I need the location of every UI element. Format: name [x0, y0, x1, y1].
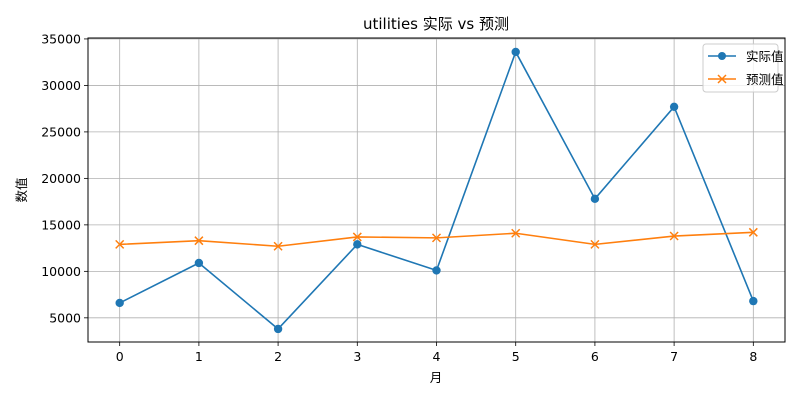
- plot-frame: [87, 37, 786, 343]
- data-point: [353, 240, 362, 249]
- legend-entry-forecast: 预测值: [708, 72, 784, 87]
- data-point: [749, 296, 758, 306]
- data-point: [352, 232, 362, 242]
- y-tick-label: 5000: [49, 310, 81, 325]
- x-tick-label: 5: [512, 349, 520, 364]
- x-axis-label: 月: [430, 370, 443, 385]
- data-point: [511, 228, 521, 238]
- y-axis-label: 数值: [14, 177, 29, 202]
- data-point: [194, 236, 204, 246]
- y-tick-label: 25000: [41, 124, 81, 139]
- y-tick-label: 30000: [41, 78, 81, 93]
- data-point: [511, 47, 520, 57]
- data-point: [431, 233, 442, 243]
- x-tick-label: 8: [749, 349, 757, 364]
- series-0: [115, 47, 758, 334]
- y-tick-label: 20000: [41, 171, 81, 186]
- data-point: [432, 266, 441, 275]
- y-tick-label: 10000: [41, 264, 81, 279]
- legend-actual-label: 实际值: [746, 49, 784, 64]
- x-tick-label: 7: [670, 349, 678, 364]
- data-point: [115, 239, 125, 249]
- data-point: [669, 102, 679, 111]
- y-tick-label: 35000: [41, 31, 81, 46]
- legend-entry-actual: 实际值: [708, 49, 784, 64]
- data-point: [115, 298, 124, 308]
- chart-title: utilities 实际 vs 预测: [363, 15, 509, 33]
- y-tick-label: 15000: [41, 217, 81, 232]
- data-point: [273, 324, 283, 334]
- data-point: [194, 258, 204, 268]
- data-point: [590, 239, 600, 249]
- legend-forecast-label: 预测值: [746, 72, 784, 87]
- x-tick-label: 0: [116, 349, 124, 364]
- data-point: [590, 194, 600, 204]
- x-tick-label: 2: [274, 349, 282, 364]
- x-tick-label: 3: [353, 349, 361, 364]
- series-layer: [115, 47, 758, 334]
- data-point: [748, 227, 758, 237]
- axis-ticks: 0 1 2 3 4 5 6 7 8 5000 10000 15000 20000 25000 30000 35…: [41, 31, 757, 364]
- series-1: [115, 227, 758, 251]
- data-point: [273, 241, 283, 251]
- legend-actual-marker: [718, 52, 726, 60]
- legend-forecast-marker: [717, 74, 727, 84]
- legend: 实际值 预测值: [702, 43, 784, 93]
- data-point: [669, 231, 679, 241]
- x-tick-label: 1: [195, 349, 203, 364]
- x-tick-label: 6: [591, 349, 599, 364]
- x-tick-label: 4: [433, 349, 441, 364]
